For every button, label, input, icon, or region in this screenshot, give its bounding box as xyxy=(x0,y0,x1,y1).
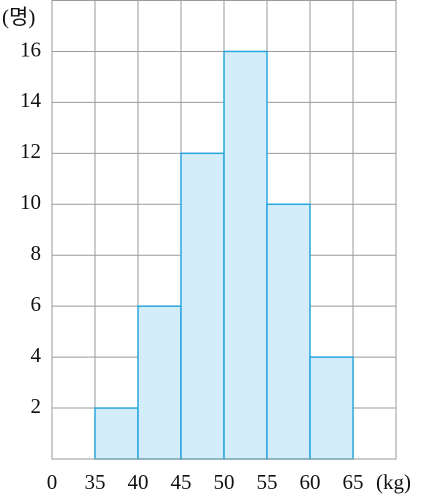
bar xyxy=(266,203,311,460)
y-tick-label: 2 xyxy=(31,394,42,418)
x-tick-label: 60 xyxy=(300,470,321,494)
x-tick-label: 65 xyxy=(343,470,364,494)
y-axis-label: (명) xyxy=(2,5,35,29)
y-tick-label: 12 xyxy=(20,139,41,163)
x-tick-label: 45 xyxy=(171,470,192,494)
y-tick-label: 8 xyxy=(31,241,42,265)
bar xyxy=(94,407,139,460)
x-axis-label: (kg) xyxy=(376,470,411,494)
y-tick-label: 10 xyxy=(20,190,41,214)
y-tick-label: 16 xyxy=(20,37,41,61)
y-tick-label: 6 xyxy=(31,292,42,316)
bar xyxy=(180,152,225,460)
x-tick-label: 55 xyxy=(257,470,278,494)
y-tick-label: 14 xyxy=(20,88,42,112)
x-tick-label: 0 xyxy=(47,470,58,494)
y-tick-label: 4 xyxy=(31,343,42,367)
bar xyxy=(309,356,354,460)
bar xyxy=(223,50,268,460)
x-tick-label: 40 xyxy=(128,470,149,494)
x-tick-label: 50 xyxy=(214,470,235,494)
x-tick-label: 35 xyxy=(85,470,106,494)
bar xyxy=(137,305,182,460)
